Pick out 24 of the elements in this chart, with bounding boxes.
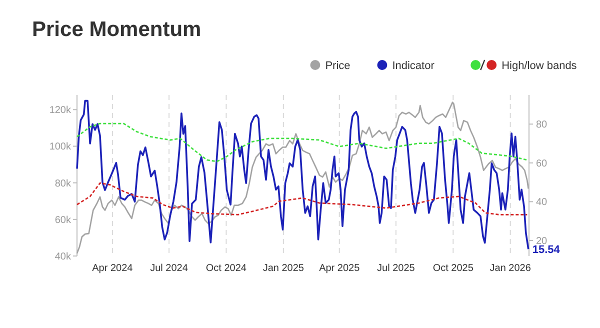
y-tick-label: 80k <box>54 178 72 190</box>
line-series <box>76 122 528 162</box>
y2-tick-label: 60 <box>536 158 548 170</box>
y-tick-label: 40k <box>54 252 72 262</box>
x-tick-label: Apr 2025 <box>319 263 360 274</box>
x-tick-label: Jul 2024 <box>150 263 188 274</box>
line-series <box>76 182 528 216</box>
x-tick-label: Apr 2024 <box>92 263 134 274</box>
y-tick-label: 100k <box>49 142 72 153</box>
x-tick-label: Oct 2025 <box>432 263 474 274</box>
text: 15.54 <box>532 244 561 256</box>
y2-tick-label: 80 <box>536 120 548 131</box>
x-tick-label: Jan 2025 <box>262 263 304 274</box>
x-tick-label: Jul 2025 <box>377 263 416 274</box>
x-tick-label: Jan 2026 <box>490 263 532 274</box>
legend-label: High/low bands <box>502 60 578 72</box>
y2-tick-label: 40 <box>536 197 548 208</box>
legend-label: Indicator <box>392 60 435 72</box>
y-tick-label: 120k <box>49 105 72 116</box>
x-tick-label: Oct 2024 <box>206 263 247 274</box>
y-tick-label: 60k <box>54 214 72 226</box>
chart-title: Price Momentum <box>32 18 202 41</box>
legend-label: Price <box>325 60 350 72</box>
y2-tick-label: 20 <box>536 236 548 247</box>
